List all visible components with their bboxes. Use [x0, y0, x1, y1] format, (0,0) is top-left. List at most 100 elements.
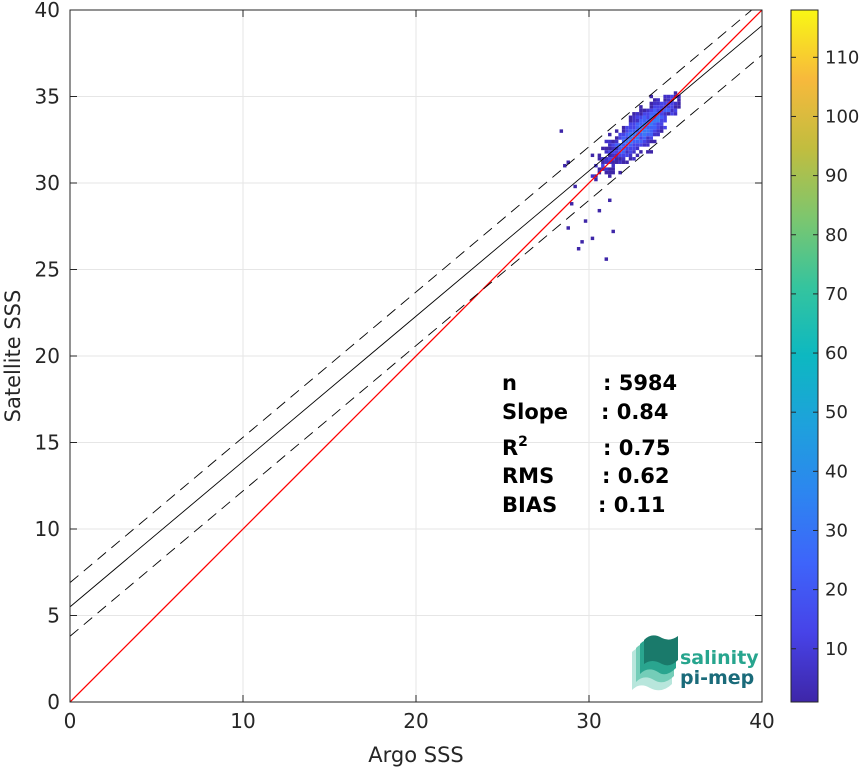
density-cell [618, 153, 622, 158]
density-cell [663, 108, 667, 113]
density-cell [628, 115, 633, 119]
colorbar-tick-label: 50 [825, 402, 848, 423]
density-cell [632, 118, 636, 123]
density-cell [642, 143, 647, 147]
y-tick-label: 40 [35, 0, 60, 22]
density-cell [663, 101, 667, 106]
density-cell [604, 157, 609, 161]
density-cell [642, 118, 647, 123]
stat-r2-value: : 0.75 [603, 436, 671, 460]
density-cell [653, 129, 657, 133]
density-cell [628, 143, 633, 147]
density-cell [621, 132, 626, 137]
colorbar [790, 9, 819, 703]
density-cell [611, 153, 615, 158]
density-cell [663, 125, 667, 130]
colorbar-tick-label: 100 [825, 106, 859, 127]
density-cell [639, 115, 643, 119]
density-cell [635, 125, 640, 130]
density-cell [604, 160, 609, 164]
line-fit [70, 25, 762, 608]
density-cell [621, 129, 626, 133]
density-cell [642, 108, 647, 113]
density-cell [632, 146, 636, 151]
x-tick-label: 0 [64, 709, 77, 733]
y-tick-label: 0 [47, 690, 60, 714]
density-cell [649, 94, 654, 99]
density-cell [635, 143, 640, 147]
density-cell [583, 219, 588, 223]
density-cell [646, 150, 650, 154]
density-cell [639, 136, 643, 140]
density-cell [639, 118, 643, 123]
density-cell [601, 160, 605, 164]
density-cell [673, 105, 678, 109]
x-axis-ticks: 0 10 20 30 40 [64, 10, 775, 733]
x-tick-label: 10 [230, 709, 255, 733]
density-cell [670, 94, 674, 99]
density-cell [604, 170, 609, 175]
density-cell [646, 112, 650, 116]
density-cell [604, 167, 609, 171]
density-cell [632, 125, 636, 130]
density-cell [649, 129, 654, 133]
colorbar-tick-label: 40 [825, 461, 848, 482]
density-cell [573, 184, 577, 189]
density-cell [632, 157, 636, 161]
density-cell [653, 118, 657, 123]
density-cell [597, 157, 602, 161]
density-cell [611, 143, 615, 147]
density-cell [632, 139, 636, 144]
stat-slope-label: Slope [502, 400, 568, 424]
density-cell [628, 157, 633, 161]
y-tick-label: 15 [35, 431, 60, 455]
density-cell [663, 94, 667, 99]
x-axis-label: Argo SSS [368, 743, 463, 767]
density-cell [653, 101, 657, 106]
density-cell [635, 136, 640, 140]
line-fit-lower [70, 54, 762, 637]
density-cell [639, 122, 643, 126]
density-cell [628, 129, 633, 133]
density-cell [590, 236, 595, 241]
density-cell [621, 136, 626, 140]
density-cell [611, 167, 615, 171]
regression-lines [70, 10, 762, 702]
density-cell [656, 105, 660, 109]
density-cell [649, 150, 654, 154]
density-cell [614, 150, 619, 154]
density-cell [649, 105, 654, 109]
density-cell [604, 257, 609, 261]
y-axis-ticks: 0 5 10 15 20 25 30 35 40 [35, 0, 762, 714]
density-cell [642, 139, 647, 144]
density-cell [653, 125, 657, 130]
density-cell [639, 143, 643, 147]
x-tick-label: 30 [576, 709, 601, 733]
density-cell [649, 115, 654, 119]
density-cell [649, 132, 654, 137]
density-cell [618, 160, 622, 164]
density-cell [659, 122, 664, 126]
density-cell [608, 150, 612, 154]
density-cell [659, 118, 664, 123]
x-tick-label: 40 [749, 709, 774, 733]
colorbar-ticks: 10 20 30 40 50 60 70 80 90 100 110 [791, 47, 859, 660]
density-cell [614, 139, 619, 144]
density-cell [614, 160, 619, 164]
density-cell [597, 167, 602, 171]
density-cell [614, 143, 619, 147]
density-cell [604, 146, 609, 151]
density-cell [635, 115, 640, 119]
density-cell [618, 136, 622, 140]
density-cell [646, 143, 650, 147]
density-cell [625, 153, 629, 158]
density-cell [663, 115, 667, 119]
density-cell [628, 146, 633, 151]
density-cell [608, 153, 612, 158]
density-cell [625, 129, 629, 133]
density-cell [611, 150, 615, 154]
colorbar-tick-label: 60 [825, 343, 848, 364]
density-cell [608, 170, 612, 175]
density-cell [656, 108, 660, 113]
